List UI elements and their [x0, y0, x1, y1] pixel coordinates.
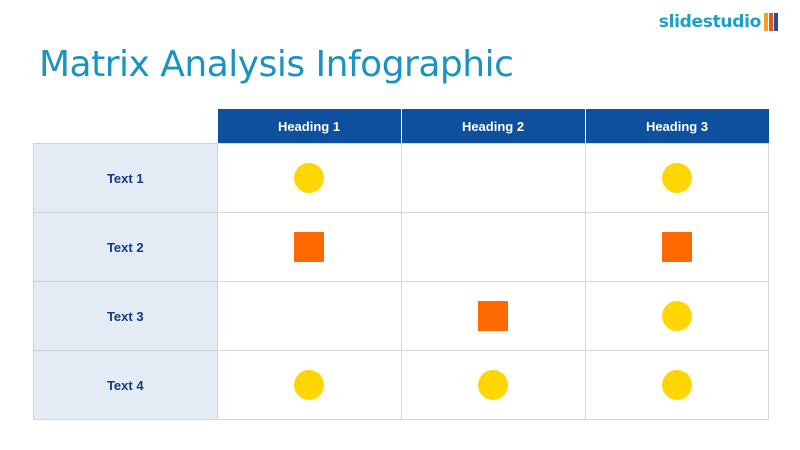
table-row: Text 3: [33, 281, 769, 351]
circle-marker-icon: [661, 370, 692, 400]
slidestudio-logo: slidestudio: [659, 12, 778, 32]
matrix-cell: [216, 281, 402, 351]
square-marker-icon: [661, 232, 692, 262]
circle-marker-icon: [661, 301, 692, 331]
matrix-cell: [584, 143, 769, 213]
logo-bar-2: [769, 13, 773, 31]
table-row: Text 1: [33, 143, 769, 213]
column-heading-2: Heading 2: [400, 109, 585, 144]
matrix-cell: [216, 350, 402, 420]
header-row: Heading 1 Heading 2 Heading 3: [33, 109, 769, 144]
row-label: Text 1: [33, 143, 218, 213]
page-title: Matrix Analysis Infographic: [39, 44, 514, 85]
square-marker-icon: [478, 301, 508, 331]
table-row: Text 2: [33, 212, 769, 282]
square-marker-icon: [294, 232, 324, 262]
circle-marker-icon: [661, 163, 692, 193]
column-heading-1: Heading 1: [216, 109, 401, 144]
table-row: Text 4: [33, 350, 769, 420]
logo-text: slidestudio: [658, 12, 762, 32]
matrix-cell: [584, 350, 769, 420]
matrix-cell: [400, 212, 586, 282]
logo-bar-3: [774, 13, 778, 31]
matrix-cell: [400, 143, 586, 213]
row-label: Text 4: [33, 350, 218, 420]
circle-marker-icon: [478, 370, 508, 400]
matrix-cell: [216, 212, 402, 282]
corner-cell: [33, 109, 217, 144]
matrix-cell: [584, 212, 769, 282]
matrix-cell: [216, 143, 402, 213]
circle-marker-icon: [294, 163, 324, 193]
row-label: Text 3: [33, 281, 218, 351]
logo-mark-icon: [764, 13, 778, 31]
logo-bar-1: [764, 13, 768, 31]
matrix-table: Heading 1 Heading 2 Heading 3 Text 1 Tex…: [33, 109, 769, 420]
column-heading-3: Heading 3: [584, 109, 769, 144]
circle-marker-icon: [294, 370, 324, 400]
matrix-cell: [400, 350, 586, 420]
row-label: Text 2: [33, 212, 218, 282]
matrix-cell: [400, 281, 586, 351]
matrix-cell: [584, 281, 769, 351]
